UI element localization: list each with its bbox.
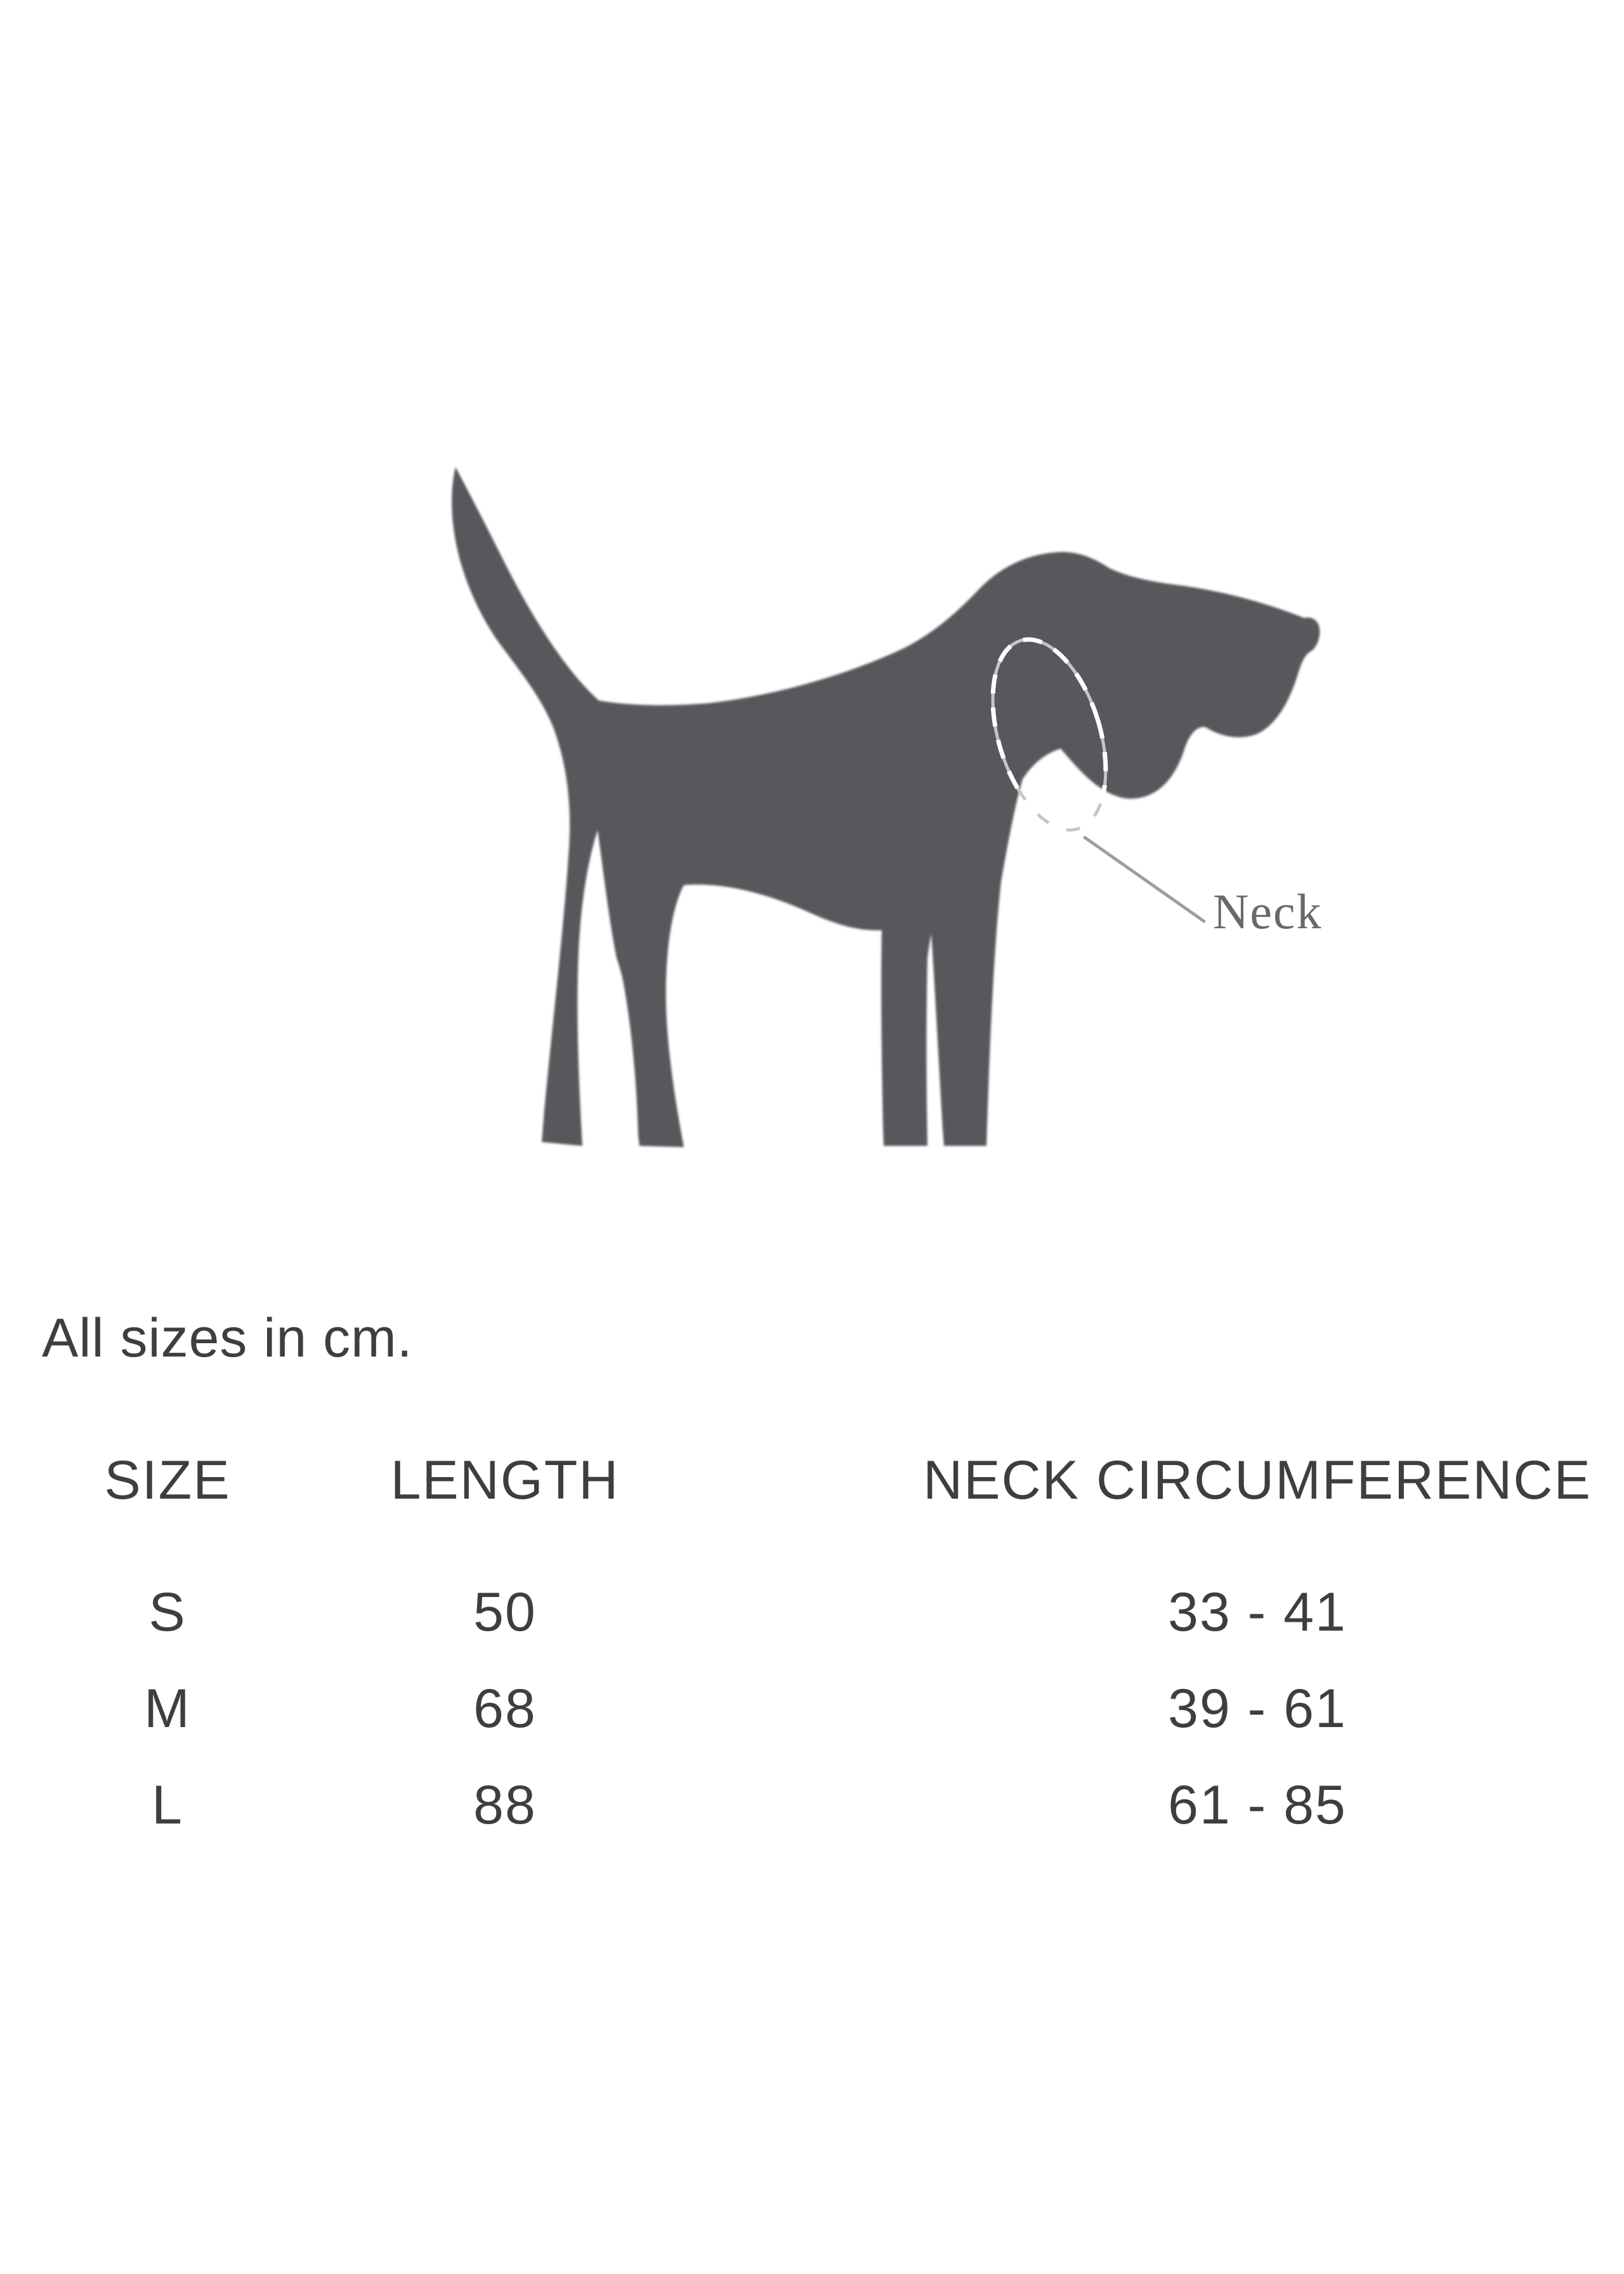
cell-size-s: S <box>148 1582 187 1643</box>
neck-leader-line <box>1083 836 1206 923</box>
column-header-neck-circumference: NECK CIRCUMFERENCE <box>923 1450 1592 1511</box>
cell-neck-m: 39 - 61 <box>1168 1678 1347 1739</box>
collar-guide-ring <box>1054 805 1092 843</box>
units-note: All sizes in cm. <box>42 1308 413 1369</box>
neck-annotation-label: Neck <box>1213 884 1323 939</box>
collar-guide-ellipse-dashed <box>990 637 1108 832</box>
cell-size-m: M <box>144 1678 191 1739</box>
cell-length-s: 50 <box>473 1582 537 1643</box>
cell-length-m: 68 <box>473 1678 537 1739</box>
cell-neck-l: 61 - 85 <box>1168 1775 1347 1836</box>
cell-size-l: L <box>152 1775 183 1836</box>
column-header-length: LENGTH <box>390 1450 620 1511</box>
dog-silhouette <box>452 467 1320 1147</box>
cell-neck-s: 33 - 41 <box>1168 1582 1347 1643</box>
cell-length-l: 88 <box>473 1775 537 1836</box>
column-header-size: SIZE <box>104 1450 231 1511</box>
